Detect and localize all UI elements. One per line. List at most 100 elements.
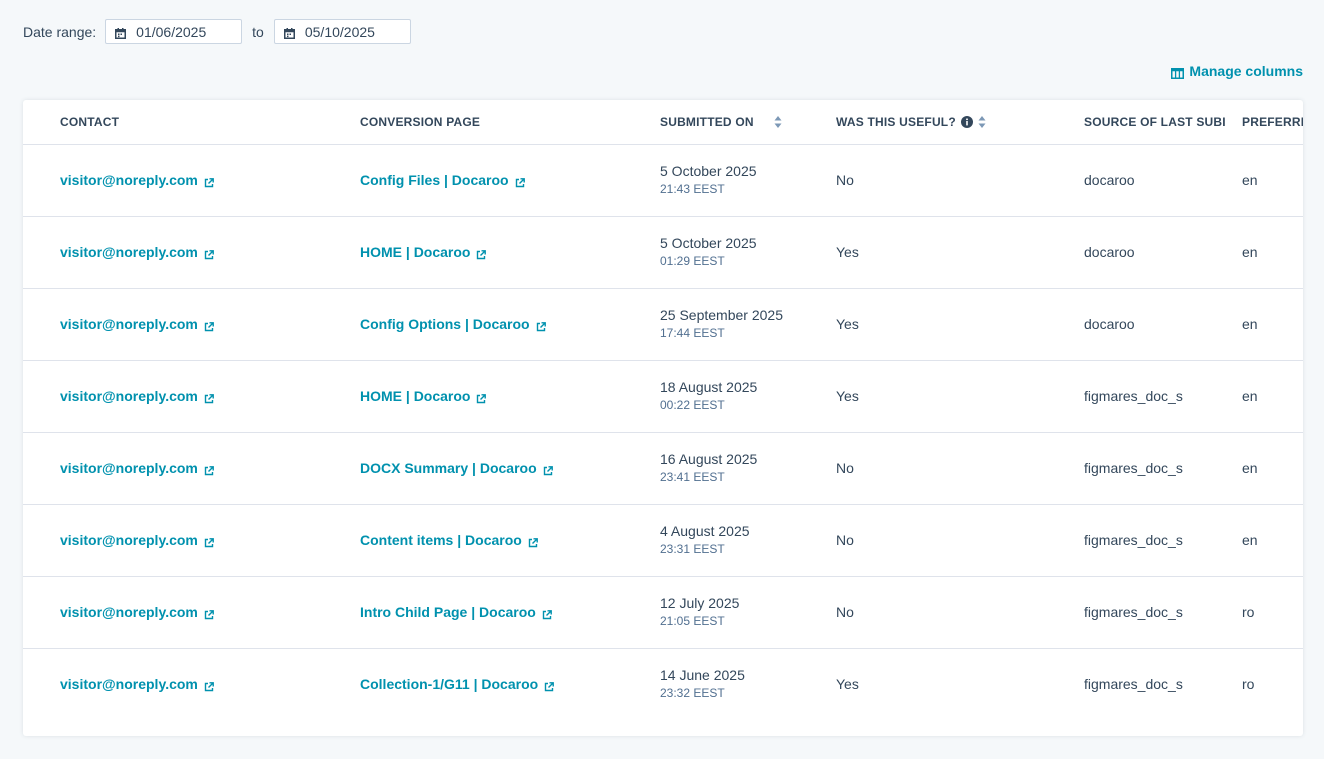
conversion-page-cell: Collection-1/G11 | Docaroo — [360, 648, 660, 720]
submitted-date: 18 August 2025 — [660, 379, 758, 395]
contact-cell: visitor@noreply.com — [23, 648, 360, 720]
external-link-icon — [542, 607, 552, 620]
external-link-icon — [476, 247, 487, 260]
contact-link[interactable]: visitor@noreply.com — [60, 244, 214, 260]
submitted-date: 5 October 2025 — [660, 163, 757, 179]
preferred-cell: ro — [1242, 576, 1303, 649]
sort-icon[interactable] — [774, 115, 782, 129]
preferred-cell: en — [1242, 216, 1303, 289]
external-link-icon — [543, 463, 553, 476]
external-link-icon — [204, 607, 214, 620]
was-useful-value: No — [836, 604, 854, 620]
contact-cell: visitor@noreply.com — [23, 216, 360, 289]
contact-link[interactable]: visitor@noreply.com — [60, 604, 214, 620]
submitted-on-cell: 5 October 2025 01:29 EEST — [660, 216, 836, 289]
preferred-value: en — [1242, 316, 1258, 332]
was-useful-value: Yes — [836, 676, 859, 693]
contact-cell: visitor@noreply.com — [23, 576, 360, 649]
submitted-on-cell: 5 October 2025 21:43 EEST — [660, 144, 836, 217]
contact-link[interactable]: visitor@noreply.com — [60, 172, 214, 188]
external-link-icon — [204, 247, 214, 260]
conversion-page-title: Collection-1/G11 | Docaroo — [360, 676, 539, 693]
date-range-label: Date range: — [23, 23, 97, 40]
to-date-input[interactable]: 05/10/2025 — [273, 19, 411, 44]
conversion-page-title: Config Options | Docaroo — [360, 316, 530, 332]
info-icon[interactable] — [960, 115, 973, 128]
source-value: figmares_doc_s — [1084, 388, 1183, 404]
contact-email: visitor@noreply.com — [60, 244, 198, 260]
manage-columns-button[interactable]: Manage columns — [1171, 63, 1303, 79]
external-link-icon — [204, 391, 214, 404]
conversion-page-cell: HOME | Docaroo — [360, 216, 660, 289]
preferred-cell: en — [1242, 288, 1303, 361]
submitted-date: 25 September 2025 — [660, 307, 783, 323]
external-link-icon — [544, 679, 555, 692]
preferred-cell: en — [1242, 360, 1303, 433]
conversion-page-cell: Config Files | Docaroo — [360, 144, 660, 217]
submitted-on-cell: 18 August 2025 00:22 EEST — [660, 360, 836, 433]
preferred-cell: en — [1242, 432, 1303, 505]
table-body: visitor@noreply.com Config Files | Docar… — [23, 144, 1303, 720]
submitted-date: 12 July 2025 — [660, 595, 740, 611]
was-useful-cell: Yes — [836, 288, 1084, 361]
was-useful-cell: No — [836, 432, 1084, 505]
submitted-on-cell: 12 July 2025 21:05 EEST — [660, 576, 836, 649]
conversion-page-title: HOME | Docaroo — [360, 388, 471, 404]
conversion-page-link[interactable]: DOCX Summary | Docaroo — [360, 460, 553, 476]
contact-link[interactable]: visitor@noreply.com — [60, 388, 214, 404]
sort-icon[interactable] — [978, 115, 986, 129]
column-header-conversion-page: CONVERSION PAGE — [360, 100, 660, 145]
contact-email: visitor@noreply.com — [60, 172, 198, 188]
column-header-submitted-on[interactable]: SUBMITTED ON — [660, 100, 836, 145]
submitted-on-cell: 14 June 2025 23:32 EEST — [660, 648, 836, 720]
column-header-preferred: PREFERRE — [1242, 100, 1303, 145]
contact-cell: visitor@noreply.com — [23, 432, 360, 505]
columns-icon — [1171, 66, 1185, 79]
from-date-input[interactable]: 01/06/2025 — [105, 19, 243, 44]
source-value: docaroo — [1084, 172, 1135, 188]
conversion-page-title: DOCX Summary | Docaroo — [360, 460, 537, 476]
column-header-was-useful[interactable]: WAS THIS USEFUL? — [836, 100, 1084, 145]
column-header-contact-label: CONTACT — [60, 114, 120, 129]
external-link-icon — [204, 319, 214, 332]
conversion-page-title: Intro Child Page | Docaroo — [360, 604, 536, 620]
column-header-source-label: SOURCE OF LAST SUBI — [1084, 114, 1226, 129]
conversion-page-link[interactable]: Config Files | Docaroo — [360, 172, 525, 188]
column-header-was-useful-label: WAS THIS USEFUL? — [836, 114, 956, 129]
source-value: figmares_doc_s — [1084, 532, 1183, 548]
submitted-date: 4 August 2025 — [660, 523, 750, 539]
contact-email: visitor@noreply.com — [60, 316, 198, 332]
submitted-time: 17:44 EEST — [660, 326, 725, 340]
table-row: visitor@noreply.com Config Options | Doc… — [23, 288, 1303, 361]
contact-email: visitor@noreply.com — [60, 604, 198, 620]
conversion-page-link[interactable]: HOME | Docaroo — [360, 244, 487, 260]
table-row: visitor@noreply.com HOME | Docaroo 18 Au… — [23, 360, 1303, 433]
conversion-page-link[interactable]: Collection-1/G11 | Docaroo — [360, 676, 555, 693]
submissions-table-card: CONTACT CONVERSION PAGE SUBMITTED ON W — [23, 100, 1303, 736]
from-date-value: 01/06/2025 — [136, 23, 207, 40]
conversion-page-link[interactable]: Intro Child Page | Docaroo — [360, 604, 552, 620]
manage-columns-label: Manage columns — [1189, 63, 1303, 79]
column-header-contact: CONTACT — [23, 100, 360, 145]
conversion-page-link[interactable]: Content items | Docaroo — [360, 532, 538, 548]
contact-link[interactable]: visitor@noreply.com — [60, 460, 214, 476]
preferred-value: en — [1242, 388, 1258, 404]
external-link-icon — [204, 535, 214, 548]
contact-link[interactable]: visitor@noreply.com — [60, 676, 214, 692]
column-header-submitted-on-label: SUBMITTED ON — [660, 114, 754, 129]
external-link-icon — [476, 391, 487, 404]
submitted-time: 23:41 EEST — [660, 470, 725, 484]
contact-link[interactable]: visitor@noreply.com — [60, 532, 214, 548]
was-useful-cell: No — [836, 144, 1084, 217]
conversion-page-link[interactable]: Config Options | Docaroo — [360, 316, 546, 332]
source-cell: figmares_doc_s — [1084, 504, 1242, 577]
conversion-page-link[interactable]: HOME | Docaroo — [360, 388, 487, 404]
table-row: visitor@noreply.com Config Files | Docar… — [23, 144, 1303, 217]
submitted-date: 16 August 2025 — [660, 451, 758, 467]
conversion-page-title: Content items | Docaroo — [360, 532, 522, 548]
table-row: visitor@noreply.com HOME | Docaroo 5 Oct… — [23, 216, 1303, 289]
contact-link[interactable]: visitor@noreply.com — [60, 316, 214, 332]
source-value: docaroo — [1084, 316, 1135, 332]
external-link-icon — [204, 679, 214, 692]
preferred-value: en — [1242, 532, 1258, 548]
